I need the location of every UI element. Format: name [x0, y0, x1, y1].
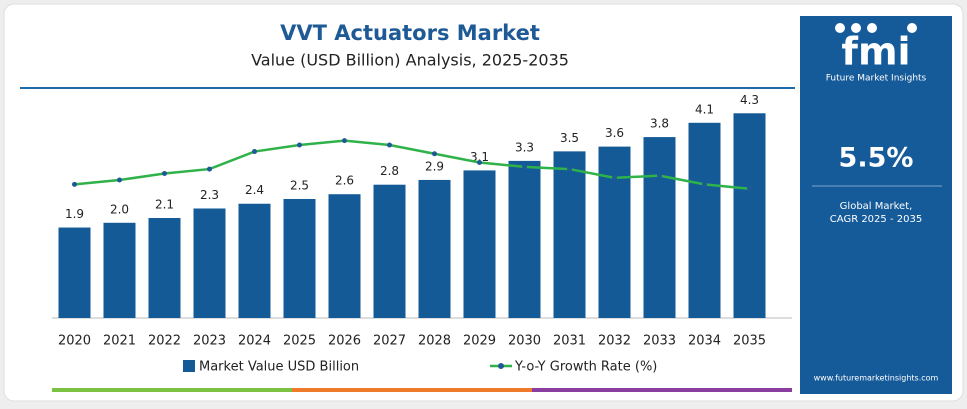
x-tick-label: 2024	[238, 334, 271, 349]
bar	[643, 137, 676, 318]
bar	[418, 179, 451, 318]
bar	[58, 227, 91, 318]
x-tick-label: 2022	[148, 334, 181, 349]
bar	[283, 198, 316, 318]
bar	[688, 122, 721, 318]
stripe	[52, 388, 292, 392]
x-tick-label: 2020	[58, 334, 91, 349]
x-tick-label: 2029	[463, 334, 496, 349]
cagr-caption: Global Market,	[840, 201, 913, 212]
bar	[103, 222, 136, 318]
x-tick-label: 2031	[553, 334, 586, 349]
chart-title: VVT Actuators Market	[280, 21, 540, 45]
bar	[238, 203, 271, 318]
chart-subtitle: Value (USD Billion) Analysis, 2025-2035	[251, 51, 569, 70]
value-label: 3.3	[515, 140, 534, 154]
growth-point	[72, 181, 77, 187]
value-label: 2.0	[110, 202, 129, 216]
value-label: 3.6	[605, 126, 624, 140]
x-tick-label: 2030	[508, 334, 541, 349]
growth-point	[612, 175, 617, 181]
value-label: 1.9	[65, 207, 84, 221]
growth-point	[117, 177, 122, 183]
stripe	[532, 388, 792, 392]
bar	[373, 184, 406, 318]
bar	[598, 146, 631, 318]
bar	[733, 113, 766, 318]
x-tick-label: 2023	[193, 334, 226, 349]
x-tick-label: 2033	[643, 334, 676, 349]
growth-point	[432, 151, 437, 157]
growth-point	[297, 142, 302, 148]
growth-point	[657, 173, 662, 179]
logo: fmi	[841, 30, 910, 74]
bar	[148, 218, 181, 318]
growth-point	[702, 181, 707, 187]
growth-point	[252, 149, 257, 155]
legend-label: Market Value USD Billion	[199, 360, 359, 375]
value-label: 2.9	[425, 159, 444, 173]
growth-point	[162, 170, 167, 176]
value-label: 3.5	[560, 131, 579, 145]
growth-line	[74, 139, 750, 191]
growth-point	[477, 160, 482, 166]
legend-label: Y-o-Y Growth Rate (%)	[514, 360, 657, 375]
growth-point	[567, 166, 572, 172]
value-label: 2.6	[335, 174, 354, 188]
sidebar-panel	[800, 16, 952, 394]
x-tick-label: 2034	[688, 334, 721, 349]
value-label: 4.1	[695, 102, 714, 116]
bar	[328, 194, 361, 318]
x-tick-label: 2032	[598, 334, 631, 349]
value-label: 2.5	[290, 178, 309, 192]
bar	[193, 208, 226, 318]
x-tick-label: 2035	[733, 334, 766, 349]
value-label: 3.8	[650, 117, 669, 131]
value-label: 2.8	[380, 164, 399, 178]
growth-point	[342, 138, 347, 144]
x-tick-label: 2027	[373, 334, 406, 349]
x-tick-label: 2026	[328, 334, 361, 349]
cagr-caption: CAGR 2025 - 2035	[830, 214, 922, 225]
bar	[508, 160, 541, 318]
legend-swatch	[183, 360, 195, 372]
value-label: 2.1	[155, 198, 174, 212]
growth-point	[747, 186, 752, 192]
growth-point	[387, 142, 392, 148]
legend-swatch	[498, 363, 504, 369]
x-tick-label: 2021	[103, 334, 136, 349]
bar	[553, 151, 586, 318]
cagr-value: 5.5%	[839, 143, 914, 174]
growth-point	[207, 166, 212, 172]
stripe	[292, 388, 532, 392]
value-label: 4.3	[740, 93, 759, 107]
brand: Future Market Insights	[826, 74, 927, 84]
x-tick-label: 2025	[283, 334, 316, 349]
bar	[463, 170, 496, 318]
url: www.futuremarketinsights.com	[814, 374, 939, 383]
value-label: 2.3	[200, 188, 219, 202]
growth-point	[522, 164, 527, 170]
value-label: 2.4	[245, 183, 264, 197]
x-tick-label: 2028	[418, 334, 451, 349]
logo-icons	[835, 23, 917, 33]
